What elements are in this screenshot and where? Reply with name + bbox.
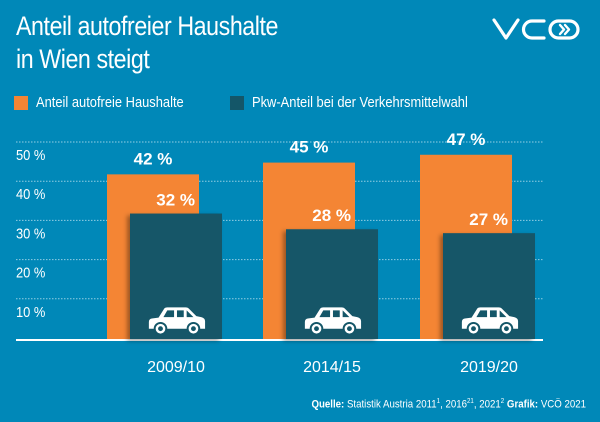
source-text-2: , 2016: [440, 398, 467, 411]
legend-swatch-orange: [14, 96, 28, 110]
logo-letter-o: [548, 19, 580, 40]
source-text-3: , 2021: [473, 398, 501, 411]
x-tick-label: 2014/15: [303, 359, 361, 376]
x-tick-label: 2019/20: [460, 359, 518, 376]
source-label: Quelle:: [311, 398, 345, 411]
footnote-2: 21: [466, 398, 474, 405]
double-chevron-right-icon: [558, 23, 571, 36]
legend-swatch-dark: [230, 96, 244, 110]
value-label-autofrei: 47 %: [447, 130, 486, 149]
graphic-text: VCÖ 2021: [540, 398, 586, 411]
footnote-3: 2: [500, 398, 505, 405]
legend-label: Pkw-Anteil bei der Verkehrsmittelwahl: [252, 94, 468, 111]
title-line-1: Anteil autofreier Haushalte: [16, 11, 279, 41]
x-tick-label: 2009/10: [147, 359, 205, 376]
source-text: Statistik Austria 2011: [346, 398, 437, 411]
chart-title: Anteil autofreier Haushalte in Wien stei…: [16, 10, 278, 76]
title-line-2: in Wien steigt: [16, 44, 150, 74]
y-tick-label: 10 %: [16, 303, 45, 320]
value-label-autofrei: 42 %: [134, 149, 173, 168]
value-label-pkw: 28 %: [312, 206, 351, 225]
graphic-label: Grafik:: [506, 398, 539, 411]
y-tick-label: 40 %: [16, 185, 45, 202]
vco-logo: [492, 18, 580, 40]
logo-letter-c: [521, 19, 546, 40]
value-label-pkw: 32 %: [156, 191, 195, 210]
footnote-1: 1: [436, 398, 441, 405]
value-label-autofrei: 45 %: [290, 138, 329, 157]
source-footer: Quelle: Statistik Austria 20111, 201621,…: [311, 398, 586, 411]
y-tick-label: 50 %: [16, 146, 45, 163]
value-label-pkw: 27 %: [469, 210, 508, 229]
logo-letter-v: [492, 18, 520, 40]
y-tick-label: 20 %: [16, 264, 45, 281]
legend-label: Anteil autofreie Haushalte: [36, 94, 184, 111]
y-tick-label: 30 %: [16, 224, 45, 241]
